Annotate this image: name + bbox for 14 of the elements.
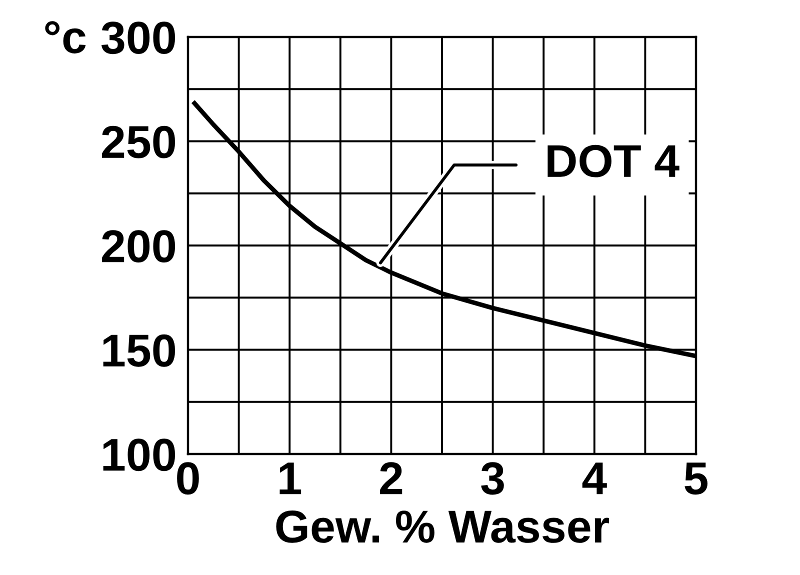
x-tick-label: 3 xyxy=(481,462,504,495)
y-tick-label: 200 xyxy=(102,230,176,263)
y-tick-label: 100 xyxy=(103,438,176,472)
x-tick-label: 5 xyxy=(684,462,708,495)
y-tick-label: 150 xyxy=(103,334,176,367)
y-tick-label: 250 xyxy=(102,126,176,158)
x-tick-label: 4 xyxy=(582,462,607,494)
x-tick-label: 1 xyxy=(280,462,302,494)
text: DOT 4 xyxy=(548,144,680,178)
y-tick-label: 300 xyxy=(101,22,176,54)
x-tick-label: 2 xyxy=(380,462,402,494)
x-axis-title: Gew. % Wasser xyxy=(276,510,609,543)
x-tick-label: 0 xyxy=(177,462,199,495)
y-axis-title: °c xyxy=(45,21,86,54)
